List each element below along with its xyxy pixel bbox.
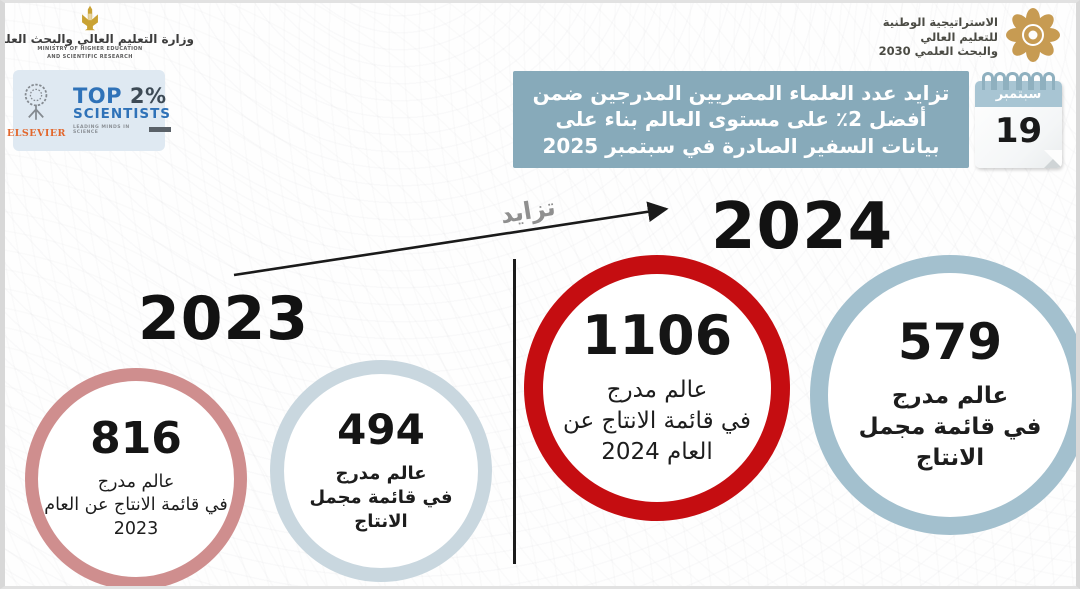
calendar-body: سبتمبر 19 (975, 81, 1062, 168)
stat-label-line3: العام 2024 (601, 438, 713, 465)
elsevier-tagline: LEADING MINDS IN SCIENCE (73, 125, 172, 135)
elsevier-wordmark: ELSEVIER (6, 127, 66, 139)
stat-label-line3: الانتاج (915, 444, 985, 471)
year-2023-heading: 2023 (138, 284, 309, 354)
elsevier-top2-logo: ELSEVIER TOP 2% SCIENTISTS LEADING MINDS… (7, 70, 172, 151)
trend-arrow-group: تزايد (230, 193, 685, 285)
ministry-name-english: MINISTRY OF HIGHER EDUCATION AND SCIENTI… (37, 46, 143, 60)
stat-label-line1: عالم مدرج (891, 382, 1009, 409)
calendar-date-badge: سبتمبر 19 (975, 72, 1062, 168)
stat-label-line2: في قائمة مجمل الانتاج (309, 486, 453, 533)
elsevier-mark: ELSEVIER (7, 83, 66, 139)
calendar-day: 19 (994, 111, 1043, 151)
scientists-title: SCIENTISTS (72, 106, 172, 123)
banner-line1: تزايد عدد العلماء المصريين المدرجين ضمن (532, 81, 950, 105)
trend-arrow (233, 201, 669, 277)
banner-line3: بيانات السفير الصادرة في سبتمبر 2025 (542, 133, 940, 158)
ministry-logo: وزارة التعليم العالي والبحث العلمي MINIS… (5, 5, 194, 61)
stat-circle-2024-annual: 1106 عالم مدرج في قائمة الانتاج عن العام… (524, 255, 790, 521)
stat-label-line2: في قائمة الانتاج عن (562, 407, 752, 434)
calendar-page-curl (1044, 150, 1062, 168)
calendar-spiral-binding (982, 72, 1056, 90)
stat-value: 494 (337, 404, 425, 454)
elsevier-tree-icon (20, 83, 52, 127)
stat-value: 1106 (581, 304, 733, 368)
banner-line2: أفضل 2٪ على مستوى العالم بناء على (555, 107, 927, 132)
top2-title: TOP 2% (72, 84, 167, 109)
top2-scientists-wordmark: TOP 2% SCIENTISTS LEADING MINDS IN SCIEN… (72, 84, 172, 135)
stat-label-line3: 2023 (113, 518, 159, 539)
strategy-title: الاستراتيجية الوطنية للتعليم العالي والب… (878, 14, 998, 59)
stat-circle-2023-total: 494 عالم مدرج في قائمة مجمل الانتاج (270, 360, 492, 582)
stat-label-line2: في قائمة الانتاج عن العام (44, 495, 228, 516)
stat-label-line2: في قائمة مجمل (858, 413, 1042, 440)
stat-value: 816 (90, 413, 182, 465)
year-divider-line (513, 259, 516, 564)
stat-label-line1: عالم مدرج (97, 471, 175, 492)
year-2024-heading: 2024 (711, 190, 894, 264)
lotus-flower-icon (1006, 8, 1060, 66)
stat-circle-2024-total: 579 عالم مدرج في قائمة مجمل الانتاج (810, 255, 1076, 535)
stat-label-line1: عالم مدرج (335, 462, 427, 484)
national-strategy-logo: الاستراتيجية الوطنية للتعليم العالي والب… (879, 8, 1060, 66)
stat-value: 579 (897, 313, 1003, 372)
ministry-name-arabic: وزارة التعليم العالي والبحث العلمي (0, 32, 195, 46)
stat-circle-2023-annual: 816 عالم مدرج في قائمة الانتاج عن العام … (25, 368, 247, 586)
stat-label-line1: عالم مدرج (606, 376, 708, 403)
headline-banner: تزايد عدد العلماء المصريين المدرجين ضمن … (513, 71, 969, 169)
egypt-eagle-icon (75, 5, 105, 31)
tagline-box (148, 127, 172, 133)
